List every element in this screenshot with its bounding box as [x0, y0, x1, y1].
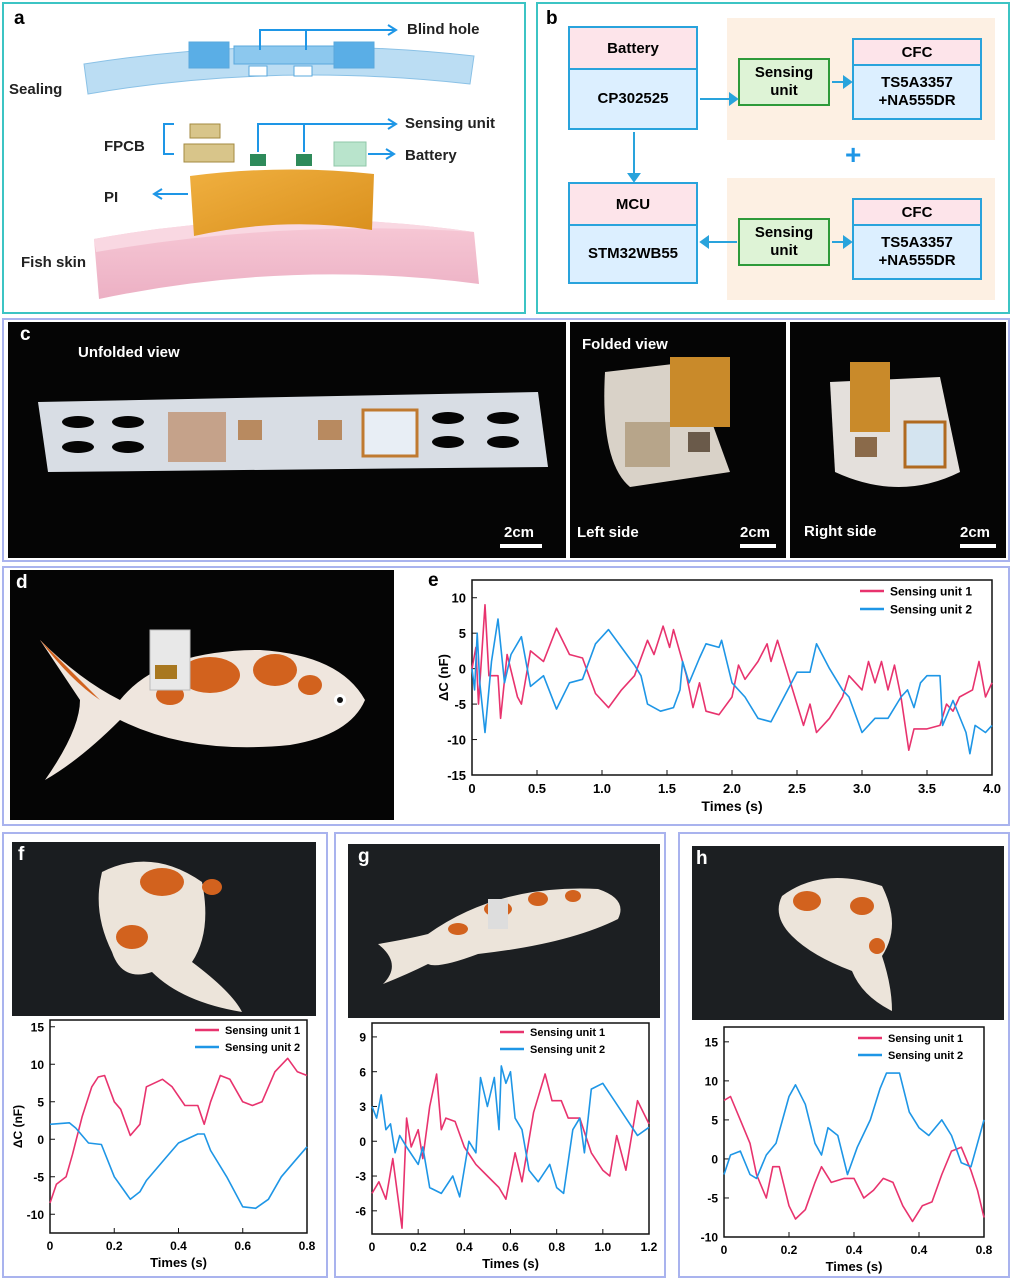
mcu-model: STM32WB55: [587, 245, 679, 262]
sealing-label: Sealing: [9, 81, 63, 98]
fish-photo-f: [12, 842, 316, 1016]
fish-photo-g: [348, 844, 660, 1018]
scale-bar-2: [740, 544, 776, 548]
unfolded-view-label: Unfolded view: [78, 344, 180, 361]
panel-a: a Blind hole Sealing FPCB Sensing unit B…: [2, 2, 526, 314]
panel-b: b Battery CP302525 MCU STM32WB55 Sensing…: [536, 2, 1010, 314]
right-side-label: Right side: [804, 523, 877, 540]
battery-shape: [333, 141, 367, 167]
fish-skin-shape: [94, 219, 479, 299]
fish-turning-image-f: [98, 861, 243, 1012]
unfolded-view-photo: Unfolded view 2cm: [8, 322, 566, 558]
folded-right-device-image: [830, 362, 960, 487]
unfolded-device-image: [38, 392, 548, 472]
folded-left-photo: Folded view Left side 2cm: [570, 322, 786, 558]
cfc-model-top: TS5A3357 +NA555DR: [878, 74, 956, 109]
sealing-layer-shape: [83, 41, 475, 95]
mcu-block: MCU STM32WB55: [568, 182, 698, 284]
fpcb-label: FPCB: [104, 138, 145, 155]
battery-block: Battery CP302525: [568, 26, 698, 130]
cfc-title-top: CFC: [854, 40, 980, 66]
cfc-title-bottom: CFC: [854, 200, 980, 226]
device-exploded-illustration: [83, 24, 479, 299]
battery-label: Battery: [405, 147, 457, 164]
cfc-block-bottom: CFC TS5A3357 +NA555DR: [852, 198, 982, 280]
panel-label-a: a: [14, 8, 25, 29]
scale-bar-3: [960, 544, 996, 548]
fish-swimming-image-g: [378, 888, 621, 984]
scale-bar-1: [500, 544, 542, 548]
fish-with-device-image: [40, 629, 365, 780]
panel-g: g: [334, 832, 666, 1278]
folded-view-label: Folded view: [582, 336, 668, 353]
block-arrows: [627, 75, 853, 249]
panel-label-b: b: [546, 8, 558, 29]
panel-label-f: f: [18, 844, 25, 865]
folded-right-photo: Right side 2cm: [790, 322, 1006, 558]
pi-label: PI: [104, 189, 119, 206]
panel-h: h: [678, 832, 1010, 1278]
panel-label-g: g: [358, 846, 370, 867]
fish-skin-label: Fish skin: [21, 254, 87, 271]
scale-label-3: 2cm: [960, 524, 991, 541]
mcu-title: MCU: [570, 184, 696, 226]
sensing-unit-block-bottom: Sensing unit: [738, 218, 830, 266]
panel-f: f: [2, 832, 328, 1278]
fish-turning-image-h: [778, 878, 892, 1011]
left-side-label: Left side: [577, 524, 639, 541]
fpcb-shape: [183, 123, 235, 163]
panel-c: Unfolded view 2cm Folded view Left side …: [2, 318, 1010, 562]
cfc-model-bottom: TS5A3357 +NA555DR: [878, 234, 956, 269]
folded-left-device-image: [604, 357, 730, 487]
battery-model: CP302525: [597, 90, 669, 107]
panel-label-e: e: [428, 570, 439, 591]
scale-label-1: 2cm: [504, 524, 535, 541]
panel-label-h: h: [696, 848, 708, 869]
sensing-unit-block-top: Sensing unit: [738, 58, 830, 106]
panel-label-d: d: [16, 572, 28, 593]
fish-photo-h: [692, 846, 1004, 1020]
blind-hole-label: Blind hole: [407, 21, 480, 38]
pi-layer-shape: [190, 169, 374, 236]
panel-de: d: [2, 566, 1010, 826]
battery-title: Battery: [570, 28, 696, 70]
sensing-chip-1: [250, 154, 266, 166]
cfc-block-top: CFC TS5A3357 +NA555DR: [852, 38, 982, 120]
panel-label-c: c: [20, 324, 31, 345]
sensing-chip-2: [296, 154, 312, 166]
sensing-unit-label: Sensing unit: [405, 115, 495, 132]
fish-photo: [10, 570, 394, 820]
scale-label-2: 2cm: [740, 524, 771, 541]
plus-sign: +: [845, 139, 862, 170]
